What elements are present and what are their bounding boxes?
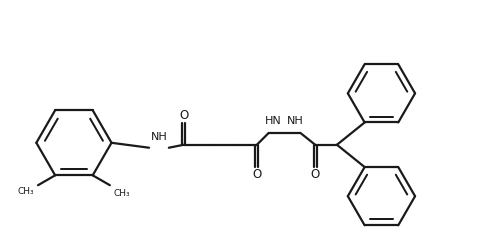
Text: O: O <box>179 109 188 122</box>
Text: CH₃: CH₃ <box>114 189 130 198</box>
Text: O: O <box>310 168 319 181</box>
Text: NH: NH <box>286 116 303 126</box>
Text: NH: NH <box>150 132 167 142</box>
Text: CH₃: CH₃ <box>18 187 34 196</box>
Text: HN: HN <box>265 116 282 126</box>
Text: O: O <box>252 168 261 181</box>
